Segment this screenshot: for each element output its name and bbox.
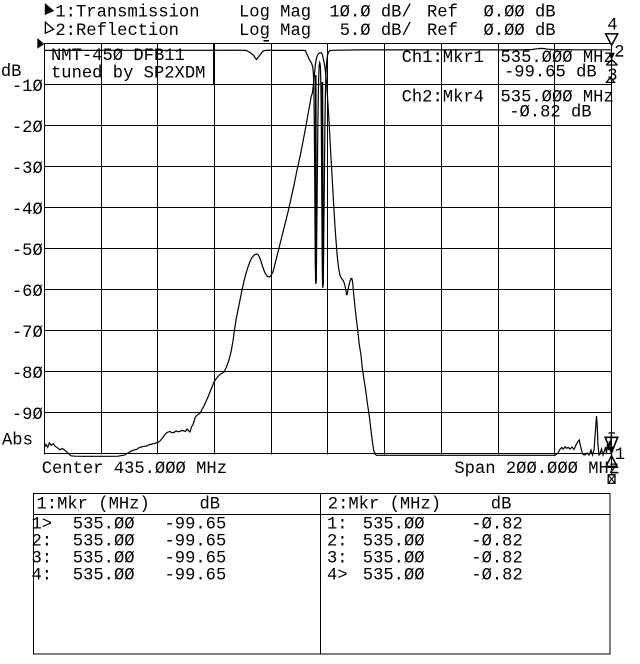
svg-text:-99.65: -99.65: [165, 566, 227, 585]
svg-text:-3Ø: -3Ø: [12, 160, 43, 179]
svg-text:2: 2: [614, 44, 624, 63]
svg-text:Ch2:Mkr4: Ch2:Mkr4: [402, 88, 484, 107]
svg-text:Log Mag: Log Mag: [239, 22, 311, 41]
svg-text:-Ø.82: -Ø.82: [471, 566, 522, 585]
svg-text:535.ØØ: 535.ØØ: [363, 566, 425, 585]
svg-text:tuned by SP2XDM: tuned by SP2XDM: [51, 64, 205, 83]
svg-text:Ch1:Mkr1: Ch1:Mkr1: [402, 49, 484, 68]
svg-text:dB: dB: [200, 496, 221, 515]
svg-text:2:Mkr (MHz): 2:Mkr (MHz): [328, 496, 441, 515]
svg-text:4:: 4:: [32, 566, 53, 585]
svg-text:-4Ø: -4Ø: [12, 201, 43, 220]
svg-text:-2Ø: -2Ø: [12, 119, 43, 138]
svg-text:1:Mkr (MHz): 1:Mkr (MHz): [37, 496, 150, 515]
svg-text:1Ø.Ø dB/: 1Ø.Ø dB/: [329, 3, 411, 22]
svg-text:-6Ø: -6Ø: [12, 283, 43, 302]
svg-text:1:Transmission: 1:Transmission: [55, 3, 199, 22]
svg-text:Abs: Abs: [2, 432, 33, 451]
svg-text:2:Reflection: 2:Reflection: [55, 22, 179, 41]
svg-text:-5Ø: -5Ø: [12, 242, 43, 261]
svg-text:5.Ø dB/: 5.Ø dB/: [340, 22, 412, 41]
svg-text:Ø.ØØ dB: Ø.ØØ dB: [484, 22, 556, 41]
svg-text:dB: dB: [491, 496, 512, 515]
svg-text:-99.65 dB: -99.65 dB: [504, 64, 597, 83]
svg-text:Ø.ØØ dB: Ø.ØØ dB: [484, 3, 556, 22]
svg-text:Log Mag: Log Mag: [239, 3, 311, 22]
svg-text:4>: 4>: [327, 566, 348, 585]
svg-text:Span 2ØØ.ØØØ MHz: Span 2ØØ.ØØØ MHz: [454, 460, 619, 479]
svg-text:535.ØØ: 535.ØØ: [73, 566, 135, 585]
svg-text:-9Ø: -9Ø: [12, 406, 43, 425]
svg-text:Center 435.ØØØ MHz: Center 435.ØØØ MHz: [42, 460, 227, 479]
svg-text:Ref: Ref: [427, 22, 458, 41]
svg-text:Ref: Ref: [427, 3, 458, 22]
svg-text:-7Ø: -7Ø: [12, 324, 43, 343]
svg-text:4: 4: [607, 17, 617, 36]
svg-text:-8Ø: -8Ø: [12, 365, 43, 384]
svg-text:-1Ø: -1Ø: [12, 78, 43, 97]
svg-text:-Ø.82 dB: -Ø.82 dB: [509, 104, 591, 123]
svg-text:3: 3: [607, 67, 617, 86]
